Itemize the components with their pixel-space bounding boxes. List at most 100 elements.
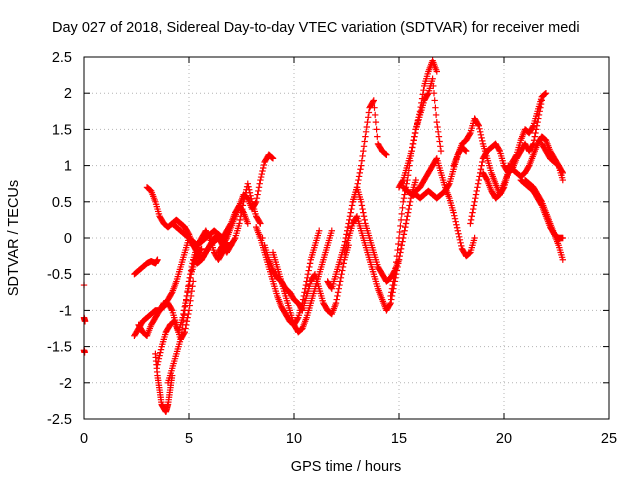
data-point	[479, 158, 486, 166]
data-point	[453, 221, 460, 228]
data-point	[154, 256, 161, 263]
data-point	[257, 173, 265, 181]
data-point	[168, 290, 175, 297]
data-point	[474, 121, 482, 128]
data-point	[364, 118, 371, 126]
data-point	[465, 250, 473, 257]
data-point	[430, 90, 438, 97]
data-point	[475, 122, 482, 129]
data-point	[255, 187, 262, 195]
data-point	[410, 137, 417, 144]
y-tick-label: 0	[64, 231, 72, 247]
data-point	[181, 307, 188, 314]
series-segment-4	[131, 256, 161, 278]
series-segment-17	[324, 184, 403, 292]
data-point	[397, 216, 405, 224]
data-point	[346, 213, 354, 220]
data-point	[412, 176, 419, 184]
data-point	[370, 97, 377, 104]
y-tick-label: -2.5	[47, 412, 72, 428]
series-segment-8	[152, 350, 176, 415]
data-point	[461, 146, 468, 154]
data-point	[393, 258, 400, 266]
data-point	[382, 150, 389, 158]
data-point	[360, 213, 368, 220]
data-point	[355, 176, 362, 184]
data-point	[269, 155, 277, 162]
data-point	[512, 152, 520, 160]
data-point	[403, 180, 410, 187]
data-point	[260, 161, 268, 169]
data-point	[432, 104, 439, 111]
data-point	[197, 246, 205, 253]
data-point	[258, 170, 265, 178]
data-point	[365, 114, 372, 121]
x-tick-labels: 0 5 10 15 20 25	[80, 431, 617, 447]
data-point	[344, 223, 352, 231]
data-point	[222, 236, 230, 243]
data-point	[401, 227, 408, 234]
data-point	[406, 202, 413, 209]
data-point	[305, 267, 312, 274]
data-point	[155, 355, 163, 362]
series-segment-11	[169, 202, 251, 249]
data-point	[402, 223, 409, 231]
data-point	[360, 143, 368, 150]
data-point	[183, 318, 191, 325]
data-point	[469, 209, 476, 216]
y-tick-label: 1	[64, 159, 72, 175]
data-point	[401, 191, 408, 198]
data-point	[554, 161, 562, 169]
data-point	[467, 220, 474, 227]
data-point	[391, 271, 398, 278]
data-point	[424, 91, 431, 98]
data-point	[411, 133, 418, 140]
data-point	[452, 218, 459, 225]
data-point	[182, 302, 189, 309]
series-segment-18	[341, 176, 419, 314]
data-point	[373, 126, 380, 133]
data-point	[257, 176, 264, 184]
data-point	[360, 209, 367, 216]
data-point	[398, 242, 405, 249]
data-point	[157, 346, 165, 353]
data-point	[180, 312, 188, 319]
data-point	[372, 111, 379, 119]
data-point	[236, 220, 243, 227]
data-point	[399, 204, 406, 212]
data-point	[392, 264, 399, 272]
data-point	[472, 194, 479, 202]
data-point	[437, 147, 445, 155]
x-tick-label: 20	[496, 431, 512, 447]
data-point	[180, 330, 188, 337]
data-point	[179, 321, 186, 329]
data-point	[157, 349, 164, 356]
data-point	[396, 228, 403, 236]
data-point	[407, 198, 414, 205]
data-point	[301, 289, 308, 296]
data-point	[365, 109, 373, 116]
data-point	[393, 252, 401, 260]
data-point	[381, 150, 389, 157]
data-point	[187, 271, 194, 278]
data-point	[532, 129, 539, 137]
data-point	[411, 129, 419, 137]
y-tick-label: 1.5	[52, 122, 72, 138]
data-point	[451, 212, 458, 219]
data-point	[390, 274, 398, 282]
data-point	[434, 123, 441, 131]
data-point	[478, 134, 485, 142]
data-point	[537, 201, 545, 208]
data-point	[177, 336, 184, 343]
data-point	[259, 234, 266, 242]
data-point	[306, 263, 313, 271]
data-point	[304, 271, 312, 278]
data-point	[335, 285, 342, 292]
data-point	[435, 133, 443, 140]
data-point	[298, 305, 305, 313]
data-point	[388, 296, 395, 303]
data-point	[495, 146, 503, 154]
data-point	[168, 305, 175, 313]
data-point	[361, 216, 368, 224]
data-point	[359, 205, 366, 213]
